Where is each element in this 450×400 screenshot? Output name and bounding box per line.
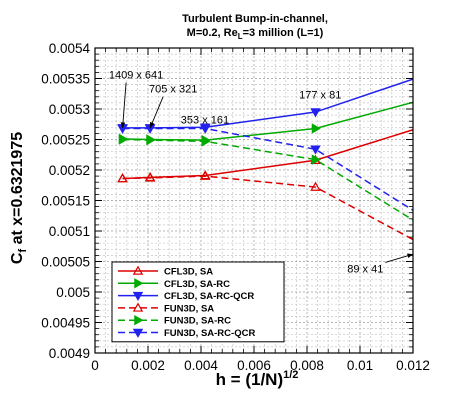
data-point-series-1 bbox=[311, 123, 321, 134]
annotation-label-0: 1409 x 641 bbox=[109, 70, 163, 82]
legend-label-4: FUN3D, SA-RC bbox=[164, 316, 231, 327]
x-tick-label: 0.002 bbox=[131, 358, 165, 373]
chart-title-suffix: =3 million (L=1) bbox=[243, 27, 324, 39]
chart-title-prefix: M=0.2, Re bbox=[187, 27, 238, 39]
x-axis-label: h = (1/N)1/2 bbox=[216, 369, 299, 389]
legend-box bbox=[111, 261, 285, 343]
series-line-3 bbox=[122, 175, 414, 241]
x-axis-label-text: h = (1/N) bbox=[216, 370, 284, 389]
legend-label-5: FUN3D, SA-RC-QCR bbox=[164, 328, 255, 339]
chart-title-subscript: L bbox=[238, 32, 243, 41]
annotation-arrow-1 bbox=[149, 96, 164, 129]
annotation-label-2: 353 x 161 bbox=[181, 115, 229, 127]
marker-layer bbox=[117, 108, 321, 191]
x-tick-label: 0.01 bbox=[347, 358, 373, 373]
y-axis-label-subscript: f bbox=[17, 249, 29, 253]
legend-marker-4 bbox=[134, 314, 144, 326]
legend-label-1: CFL3D, SA-RC bbox=[164, 279, 230, 290]
x-tick-label: 0.008 bbox=[290, 358, 324, 373]
legend-marker-1 bbox=[134, 278, 144, 289]
annotation-arrowhead-0 bbox=[120, 122, 126, 128]
y-tick-label: 0.0052 bbox=[49, 163, 90, 178]
data-point-series-3 bbox=[200, 170, 211, 180]
y-tick-label: 0.00515 bbox=[41, 194, 90, 209]
chart-title-line-2: M=0.2, ReL=3 million (L=1) bbox=[187, 27, 324, 41]
y-tick-label: 0.00495 bbox=[41, 316, 90, 331]
annotation-label-1: 705 x 321 bbox=[149, 84, 197, 96]
legend-label-2: CFL3D, SA-RC-QCR bbox=[164, 291, 254, 302]
annotation-arrow-0 bbox=[122, 82, 127, 128]
data-point-series-5 bbox=[200, 124, 211, 134]
legend-label-3: FUN3D, SA bbox=[164, 303, 214, 314]
y-tick-label: 0.0053 bbox=[49, 102, 90, 117]
data-point-series-4 bbox=[201, 136, 211, 147]
y-axis-label-text: C bbox=[9, 252, 26, 264]
annotation-label-4: 89 x 41 bbox=[347, 263, 383, 275]
data-point-series-4 bbox=[311, 154, 321, 165]
legend-marker-2 bbox=[132, 291, 144, 302]
legend-marker-3 bbox=[132, 302, 144, 312]
y-axis-label-suffix: at x=0.6321975 bbox=[9, 132, 26, 249]
chart-title-line-1: Turbulent Bump-in-channel, bbox=[182, 13, 328, 25]
y-tick-label: 0.00525 bbox=[41, 133, 90, 148]
annotation-arrowhead-1 bbox=[150, 121, 155, 128]
data-point-series-3 bbox=[144, 172, 156, 182]
x-tick-label: 0.006 bbox=[237, 358, 271, 373]
y-tick-label: 0.0049 bbox=[49, 346, 90, 361]
tick-labels: 0 0.002 0.004 0.006 0.008 0.01 0.012 0.0049 0.00… bbox=[41, 41, 430, 373]
axes bbox=[94, 47, 414, 354]
x-tick-label: 0.012 bbox=[396, 358, 430, 373]
y-axis-label: Cf at x=0.6321975 bbox=[9, 132, 29, 264]
data-point-series-5 bbox=[310, 145, 321, 155]
annotations: 1409 x 641 705 x 321 353 x 161 177 x 81 89 x… bbox=[109, 70, 414, 275]
x-tick-label: 0.004 bbox=[184, 358, 218, 373]
legend-marker-5 bbox=[132, 328, 144, 338]
data-point-series-3 bbox=[117, 173, 128, 183]
y-tick-label: 0.005 bbox=[56, 285, 90, 300]
x-tick-label: 0 bbox=[91, 358, 99, 373]
x-axis-label-superscript: 1/2 bbox=[283, 369, 298, 381]
y-tick-label: 0.0051 bbox=[49, 224, 90, 239]
data-point-series-4 bbox=[118, 134, 128, 145]
y-tick-label: 0.0054 bbox=[49, 41, 91, 56]
annotation-label-3: 177 x 81 bbox=[299, 90, 341, 102]
y-tick-label: 0.00535 bbox=[41, 72, 90, 87]
legend-label-0: CFL3D, SA bbox=[164, 267, 213, 278]
legend-marker-0 bbox=[132, 265, 144, 275]
data-point-series-3 bbox=[310, 181, 321, 191]
annotation-arrowhead-4 bbox=[407, 253, 413, 259]
data-point-series-4 bbox=[146, 134, 156, 146]
y-tick-label: 0.00505 bbox=[41, 255, 90, 270]
data-point-series-2 bbox=[310, 108, 321, 118]
